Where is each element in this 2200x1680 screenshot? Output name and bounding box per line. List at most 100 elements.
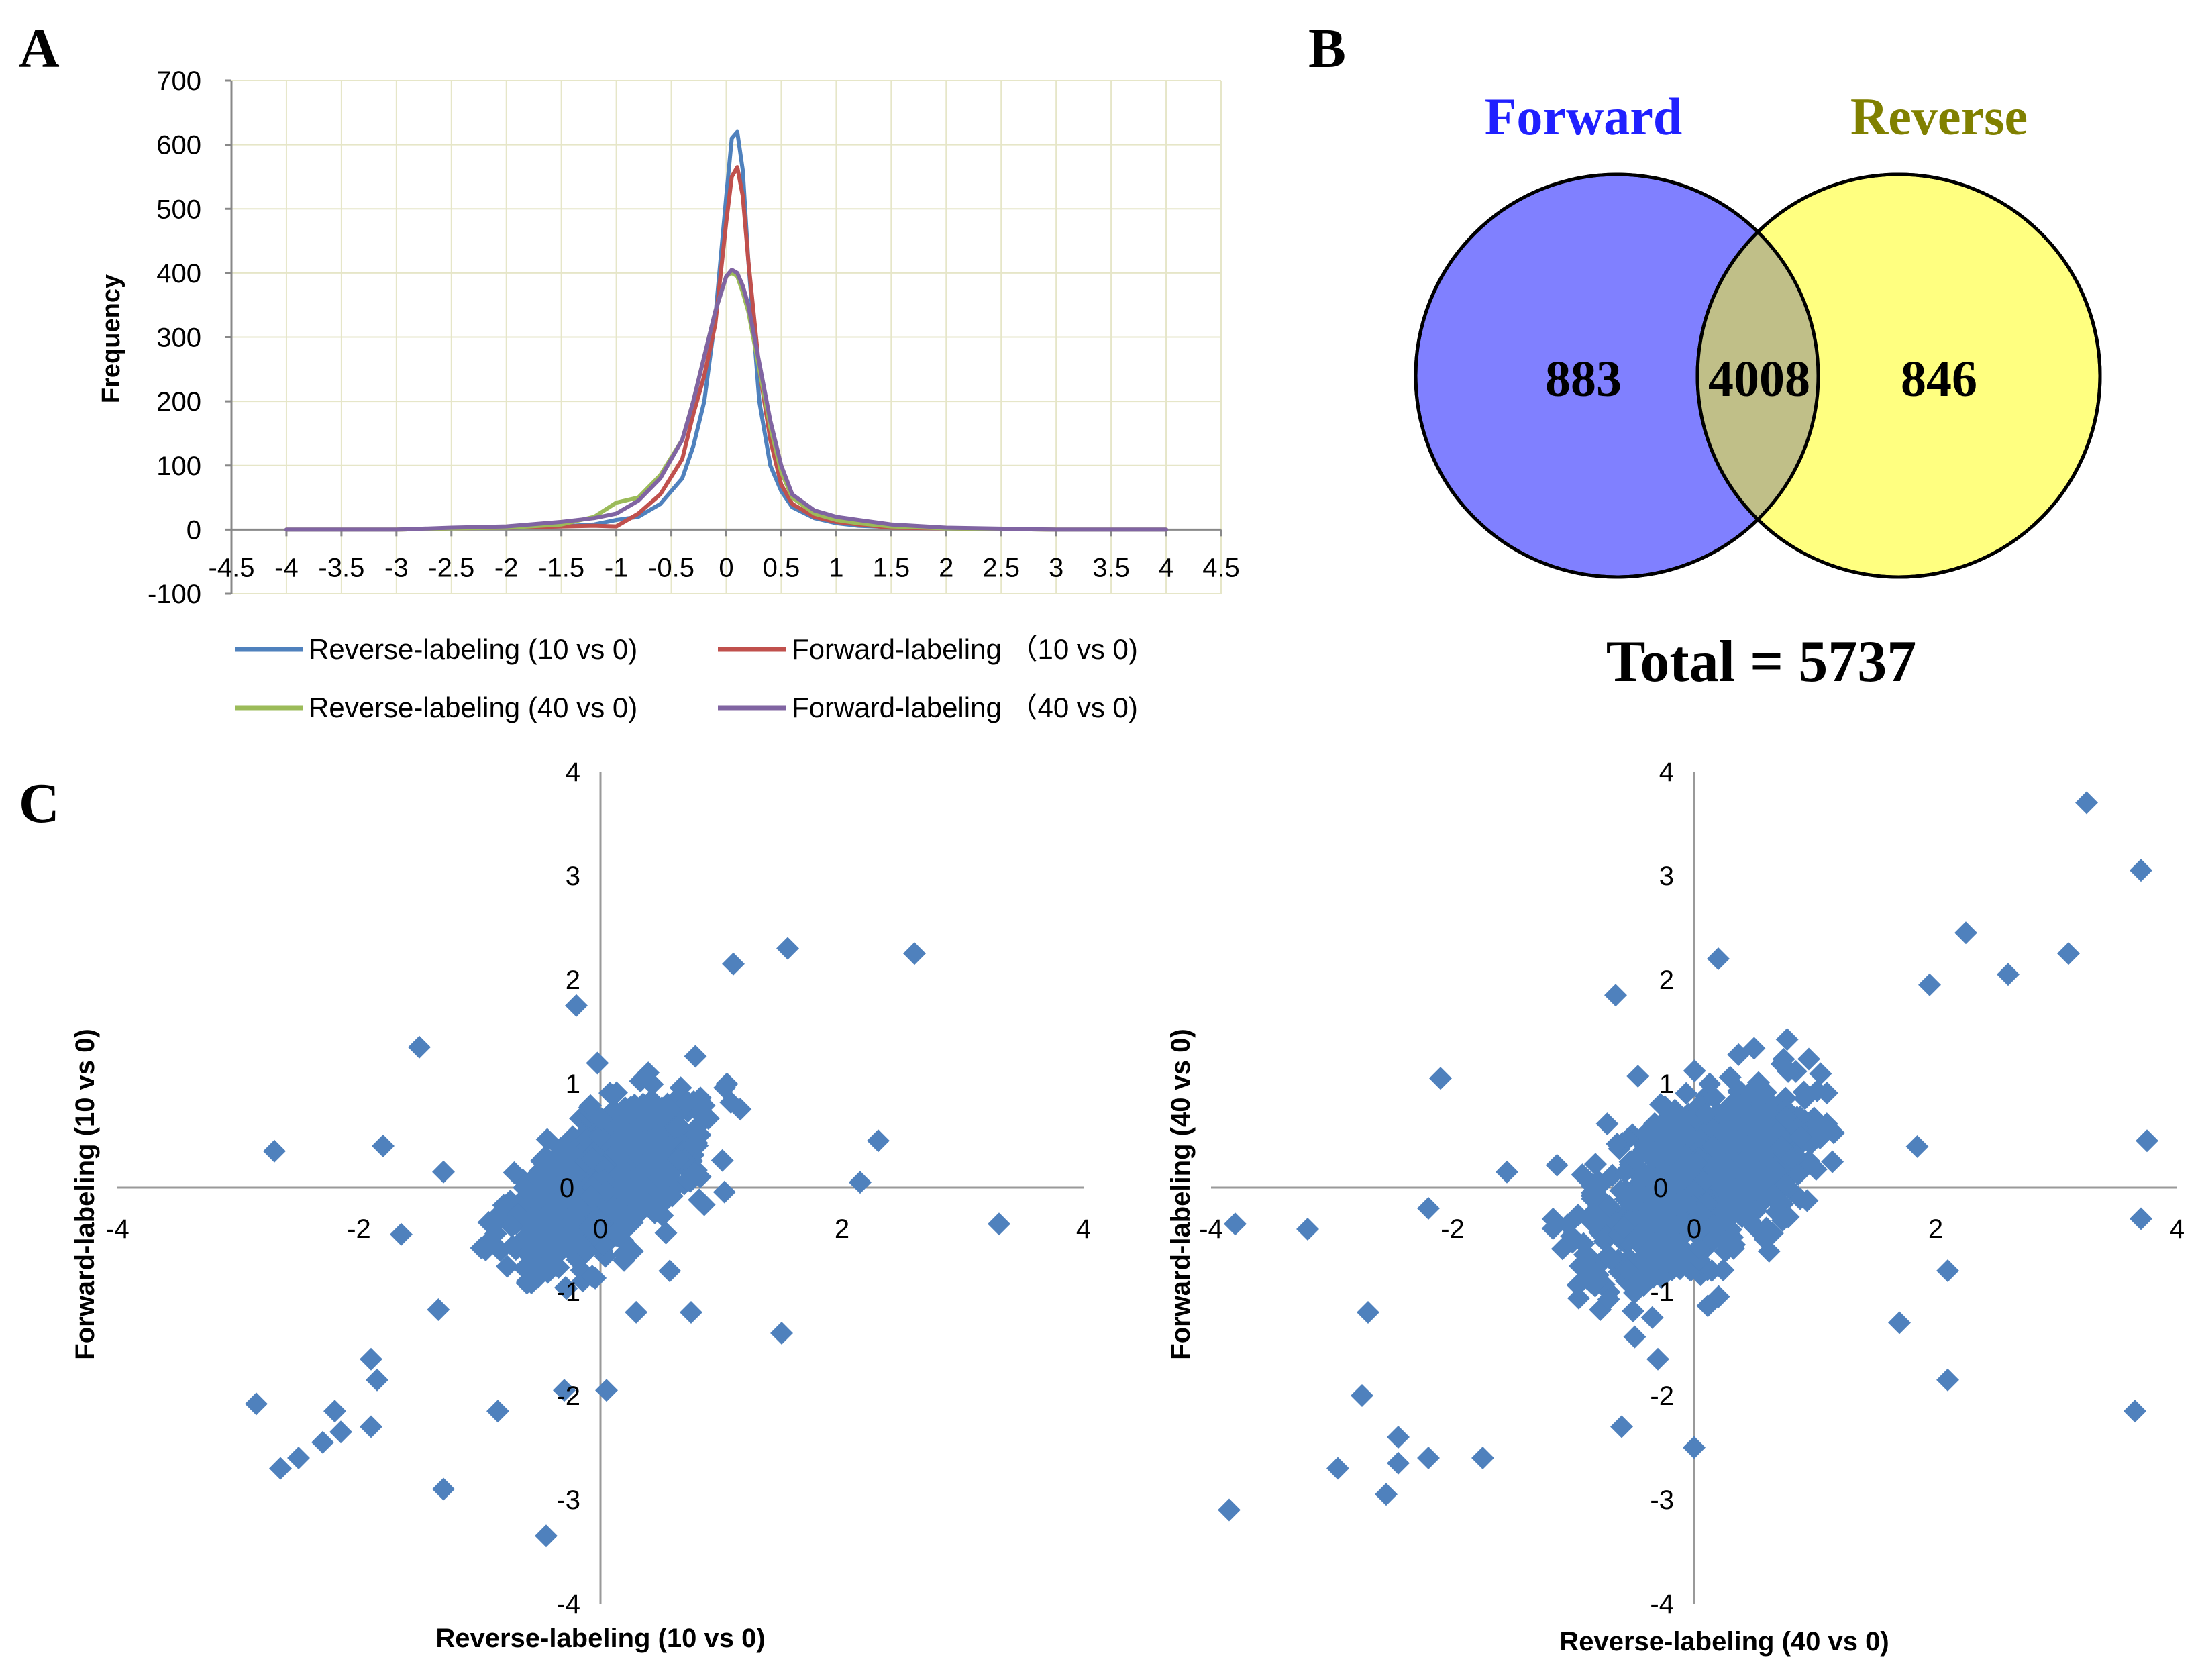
scatter-40-point: [1652, 1135, 1675, 1158]
venn-reverse-title: Reverse: [1850, 87, 2028, 146]
scatter-40-point: [2130, 859, 2152, 882]
scatter-40-point: [1729, 1094, 1752, 1118]
scatter-40-point: [1714, 1198, 1737, 1222]
scatter-40-point: [1738, 1209, 1762, 1232]
scatter-10-point: [366, 1368, 388, 1392]
scatter-10-point: [564, 1202, 588, 1226]
scatter-10-point: [500, 1214, 523, 1238]
scatter-40-point: [1626, 1065, 1650, 1088]
scatter-40-point: [1632, 1274, 1655, 1297]
scatter-40-point: [1888, 1311, 1911, 1334]
scatter-40-point: [1718, 1065, 1742, 1089]
scatter-10-point: [580, 1147, 604, 1170]
scatter-10-point: [577, 1215, 600, 1239]
venn-reverse-outline: [1695, 172, 2102, 579]
scatter-40-point: [1770, 1135, 1793, 1159]
scatter-40-point: [2075, 791, 2098, 815]
line-chart-x-tick-labels: -4.5 -4 -3.5 -3 -2.5 -2 -1.5 -1 -0.5 0 0.5 1 1.5 2 2.5…: [209, 553, 1240, 582]
scatter-40-point: [1675, 1082, 1698, 1105]
scatter-10-point: [688, 1123, 712, 1147]
scatter-10-point: [696, 1107, 720, 1131]
scatter-40-point: [1792, 1080, 1816, 1104]
scatter-10-point: [432, 1160, 455, 1184]
scatter-10-point: [329, 1420, 352, 1444]
scatter-10-point: [667, 1114, 690, 1138]
scatter-40-point: [1805, 1079, 1829, 1102]
scatter-10-point: [621, 1239, 644, 1263]
y-axis-label: Frequency: [97, 274, 125, 403]
scatter-40-point: [1566, 1273, 1589, 1297]
scatter-40-point: [1417, 1447, 1440, 1469]
scatter-40-point: [1789, 1125, 1812, 1149]
scatter-10-point: [639, 1153, 662, 1176]
y-tick-label: 700: [156, 66, 201, 96]
scatter-40-point: [1726, 1130, 1749, 1153]
scatter-40-point: [1616, 1258, 1639, 1281]
y-tick-label: 400: [156, 259, 201, 288]
x-tick-label: -0.5: [648, 553, 694, 582]
scatter-10-y-tick-label: -2: [556, 1381, 580, 1411]
scatter-10-point: [867, 1129, 890, 1153]
panel-label-c: C: [19, 772, 60, 835]
scatter-40-point: [1707, 947, 1730, 970]
scatter-40-point: [1659, 1215, 1682, 1239]
line-chart-y-tick-labels: -100 0 100 200 300 400 500 600 700: [148, 66, 201, 609]
x-tick-label: 1: [829, 553, 843, 582]
scatter-10-point: [849, 1171, 872, 1194]
x-tick-label: 3: [1049, 553, 1063, 582]
scatter-10-x-tick-label: -2: [347, 1214, 371, 1244]
scatter-10-y-tick-label: -4: [556, 1589, 580, 1619]
venn-forward-title: Forward: [1485, 87, 1683, 146]
scatter-10-point: [432, 1477, 455, 1501]
scatter-10-point: [711, 1149, 734, 1172]
scatter-10-x-tick-label: 0: [593, 1214, 608, 1244]
scatter-40-y-tick-label: 4: [1659, 757, 1674, 787]
scatter-40-point: [1625, 1228, 1648, 1251]
scatter-40-point: [1905, 1135, 1929, 1158]
scatter-10-point: [648, 1100, 672, 1123]
scatter-40-point: [1640, 1306, 1664, 1329]
x-tick-label: -2.5: [428, 553, 474, 582]
scatter-40-y-tick-label: -4: [1650, 1589, 1674, 1619]
scatter-10-x-axis-label: Reverse-labeling (10 vs 0): [435, 1624, 765, 1653]
scatter-40-point: [1712, 1259, 1735, 1281]
scatter-10-x-tick-label: 4: [1076, 1214, 1091, 1244]
scatter-10-y-tick-label: 3: [566, 861, 580, 891]
scatter-40-point: [1703, 1086, 1726, 1110]
scatter-10-point: [536, 1261, 560, 1284]
series-line-forward-40: [284, 268, 1169, 532]
legend-label-reverse-10: Reverse-labeling (10 vs 0): [309, 633, 637, 665]
scatter-40-point: [1683, 1436, 1706, 1459]
scatter-40-y-tick-label: 0: [1653, 1173, 1668, 1203]
x-tick-label: 3.5: [1092, 553, 1130, 582]
scatter-40-point: [1597, 1288, 1620, 1311]
y-tick-label: 200: [156, 387, 201, 417]
scatter-40-point: [1351, 1384, 1373, 1407]
scatter-10-point: [633, 1190, 657, 1212]
scatter-10-point: [713, 1180, 736, 1204]
scatter-40-point: [1918, 973, 1941, 996]
scatter-40-point: [1589, 1173, 1612, 1197]
scatter-10-point: [688, 1188, 711, 1212]
scatter-10-points: [245, 937, 1010, 1548]
scatter-10-y-tick-label: -3: [556, 1485, 580, 1515]
scatter-40-point: [1683, 1059, 1706, 1083]
scatter-10-point: [408, 1035, 431, 1059]
scatter-10-point: [658, 1164, 681, 1188]
scatter-10-point: [520, 1251, 543, 1274]
y-tick-label: 0: [187, 515, 201, 545]
scatter-40-point: [1387, 1451, 1410, 1475]
scatter-40-point: [1710, 1175, 1734, 1198]
scatter-40-point: [1787, 1163, 1810, 1186]
scatter-40-point: [1224, 1212, 1247, 1236]
x-tick-label: -1.5: [538, 553, 584, 582]
scatter-40-point: [2057, 942, 2080, 965]
scatter-40-point: [1597, 1194, 1621, 1218]
scatter-40-point: [1677, 1124, 1701, 1147]
scatter-40-point: [1375, 1483, 1398, 1506]
scatter-10-tick-labels: -4 -2 0 2 4 4 3 2 1 0 -1 -2 -3 -4: [105, 757, 1091, 1619]
scatter-40-x-tick-label: -2: [1441, 1214, 1465, 1244]
legend-label-forward-40: Forward-labeling （40 vs 0): [792, 692, 1138, 723]
legend: Reverse-labeling (10 vs 0) Forward-label…: [235, 633, 1138, 723]
